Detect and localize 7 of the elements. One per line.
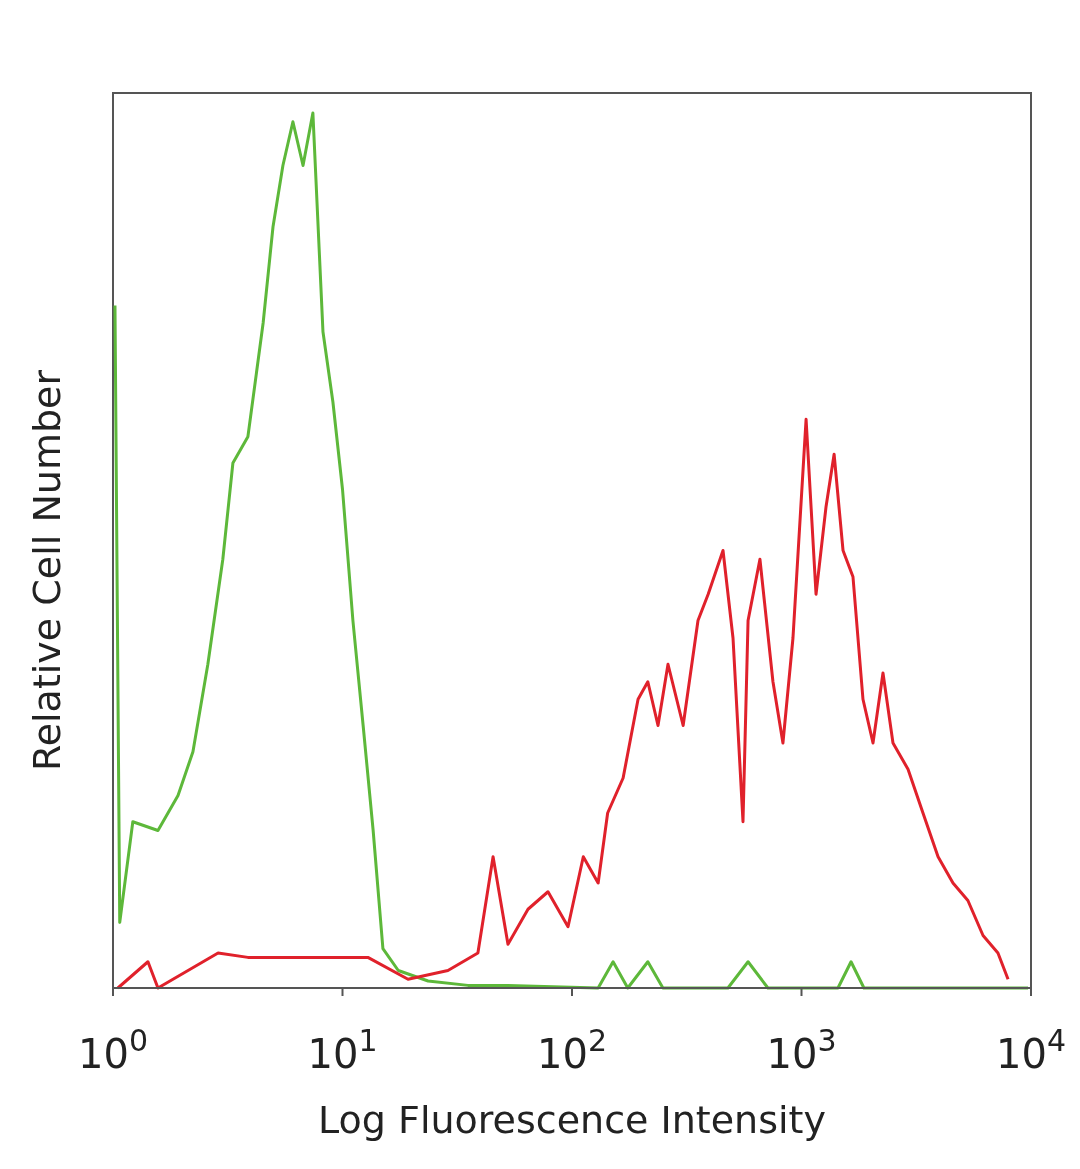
x-tick-label: 10$^{3}$	[766, 1022, 837, 1077]
x-tick-label: 10$^{4}$	[996, 1022, 1066, 1077]
x-tick-label: 10$^{2}$	[537, 1022, 607, 1077]
x-tick-label: 10$^{0}$	[78, 1022, 148, 1077]
x-tick-label: 10$^{1}$	[307, 1022, 378, 1077]
x-axis-title: Log Fluorescence Intensity	[318, 1098, 826, 1142]
y-axis-title: Relative Cell Number	[25, 369, 69, 772]
